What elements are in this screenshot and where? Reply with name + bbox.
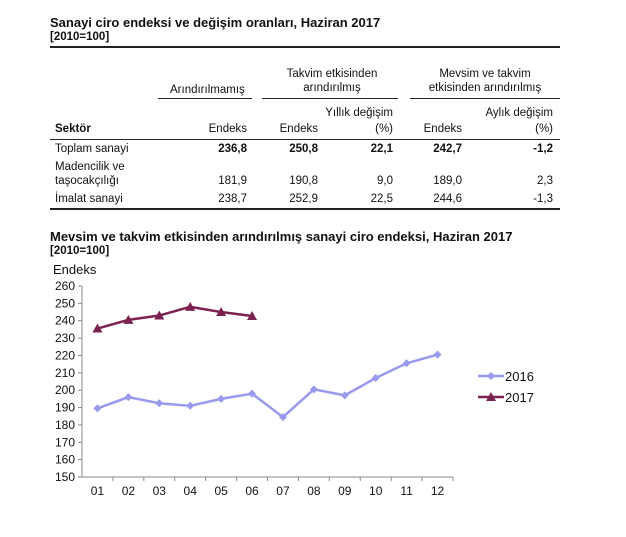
cell: 238,7 xyxy=(218,193,247,205)
chart-subtitle: [2010=100] xyxy=(50,245,110,257)
legend-marker-2017 xyxy=(486,392,496,401)
data-point-2016 xyxy=(371,374,380,383)
y-tick-label: 160 xyxy=(55,453,75,467)
cell: 9,0 xyxy=(377,175,393,187)
cell: -1,2 xyxy=(533,143,553,155)
col-yearly-1: Yıllık değişim xyxy=(325,107,393,119)
data-point-2016 xyxy=(217,394,226,403)
data-point-2016 xyxy=(309,385,318,394)
data-point-2016 xyxy=(248,389,257,398)
data-point-2016 xyxy=(340,391,349,400)
data-point-2017 xyxy=(185,301,196,311)
cell: 242,7 xyxy=(433,143,462,155)
series-line-2017 xyxy=(97,305,253,330)
data-point-2016 xyxy=(124,393,133,402)
y-tick-label: 260 xyxy=(55,279,75,293)
top-rule xyxy=(50,46,560,48)
cell: 2,3 xyxy=(537,175,553,187)
y-tick-label: 190 xyxy=(55,401,75,415)
col-yearly-2: (%) xyxy=(375,123,393,135)
data-point-2016 xyxy=(93,404,102,413)
x-tick-label: 03 xyxy=(153,484,167,498)
data-point-2016 xyxy=(433,350,442,359)
y-tick-label: 240 xyxy=(55,314,75,328)
cell: 22,5 xyxy=(370,193,393,205)
col-endeks-3: Endeks xyxy=(423,123,462,135)
x-tick-label: 02 xyxy=(122,484,136,498)
x-tick-label: 06 xyxy=(245,484,259,498)
data-point-2017 xyxy=(216,307,227,317)
group-calendar-2: arındırılmış xyxy=(303,82,361,94)
cell: 22,1 xyxy=(370,143,393,155)
data-point-2016 xyxy=(402,359,411,368)
data-point-2017 xyxy=(123,314,134,324)
cell: 236,8 xyxy=(218,143,247,155)
x-tick-label: 08 xyxy=(307,484,321,498)
col-endeks-1: Endeks xyxy=(208,123,247,135)
cell: -1,3 xyxy=(533,193,553,205)
data-point-2017 xyxy=(92,323,103,333)
group-rule xyxy=(158,98,252,99)
y-tick-label: 250 xyxy=(55,296,75,310)
col-endeks-2: Endeks xyxy=(279,123,318,135)
group-seasonal-1: Mevsim ve takvim xyxy=(439,68,531,80)
x-tick-label: 11 xyxy=(400,484,413,498)
legend-marker-2016 xyxy=(487,372,495,380)
col-sector: Sektör xyxy=(55,123,91,135)
cell: 190,8 xyxy=(289,175,318,187)
data-point-2017 xyxy=(154,310,165,320)
table-base: [2010=100] xyxy=(50,31,110,43)
y-tick-label: 170 xyxy=(55,435,75,449)
x-tick-label: 01 xyxy=(91,484,105,498)
col-monthly-2: (%) xyxy=(535,123,553,135)
cell: 252,9 xyxy=(289,193,318,205)
y-tick-label: 200 xyxy=(55,383,75,397)
data-point-2016 xyxy=(278,413,287,422)
header-rule xyxy=(50,139,560,140)
bottom-rule xyxy=(50,208,560,210)
row-sector: Madencilik ve xyxy=(55,161,125,173)
cell: 250,8 xyxy=(289,143,318,155)
group-seasonal-2: etkisinden arındırılmış xyxy=(428,82,542,94)
row-sector-2: taşocakçılığı xyxy=(55,175,119,187)
row-sector: İmalat sanayi xyxy=(55,193,123,205)
y-tick-label: 220 xyxy=(55,348,75,362)
row-sector: Toplam sanayi xyxy=(55,143,129,155)
group-unadjusted: Arındırılmamış xyxy=(170,84,245,96)
x-tick-label: 12 xyxy=(431,484,445,498)
cell: 189,0 xyxy=(433,175,462,187)
series-line-2016 xyxy=(97,353,438,419)
y-tick-label: 210 xyxy=(55,366,75,380)
table-title: Sanayi ciro endeksi ve değişim oranları,… xyxy=(50,15,381,30)
y-axis-label: Endeks xyxy=(53,262,97,277)
data-point-2016 xyxy=(186,401,195,410)
x-tick-label: 07 xyxy=(276,484,290,498)
x-tick-label: 10 xyxy=(369,484,383,498)
y-tick-label: 230 xyxy=(55,331,75,345)
col-monthly-1: Aylık değişim xyxy=(485,107,553,119)
y-tick-label: 150 xyxy=(55,470,75,484)
legend-label: 2017 xyxy=(505,390,534,405)
y-tick-label: 180 xyxy=(55,418,75,432)
data-point-2016 xyxy=(155,399,164,408)
group-calendar-1: Takvim etkisinden xyxy=(286,68,378,80)
group-rule xyxy=(262,98,398,99)
legend-label: 2016 xyxy=(505,369,534,384)
group-rule xyxy=(410,98,560,99)
x-tick-label: 09 xyxy=(338,484,352,498)
cell: 244,6 xyxy=(433,193,462,205)
cell: 181,9 xyxy=(218,175,247,187)
data-point-2017 xyxy=(247,311,258,321)
x-tick-label: 05 xyxy=(214,484,228,498)
x-tick-label: 04 xyxy=(184,484,198,498)
chart-title: Mevsim ve takvim etkisinden arındırılmış… xyxy=(50,229,513,244)
